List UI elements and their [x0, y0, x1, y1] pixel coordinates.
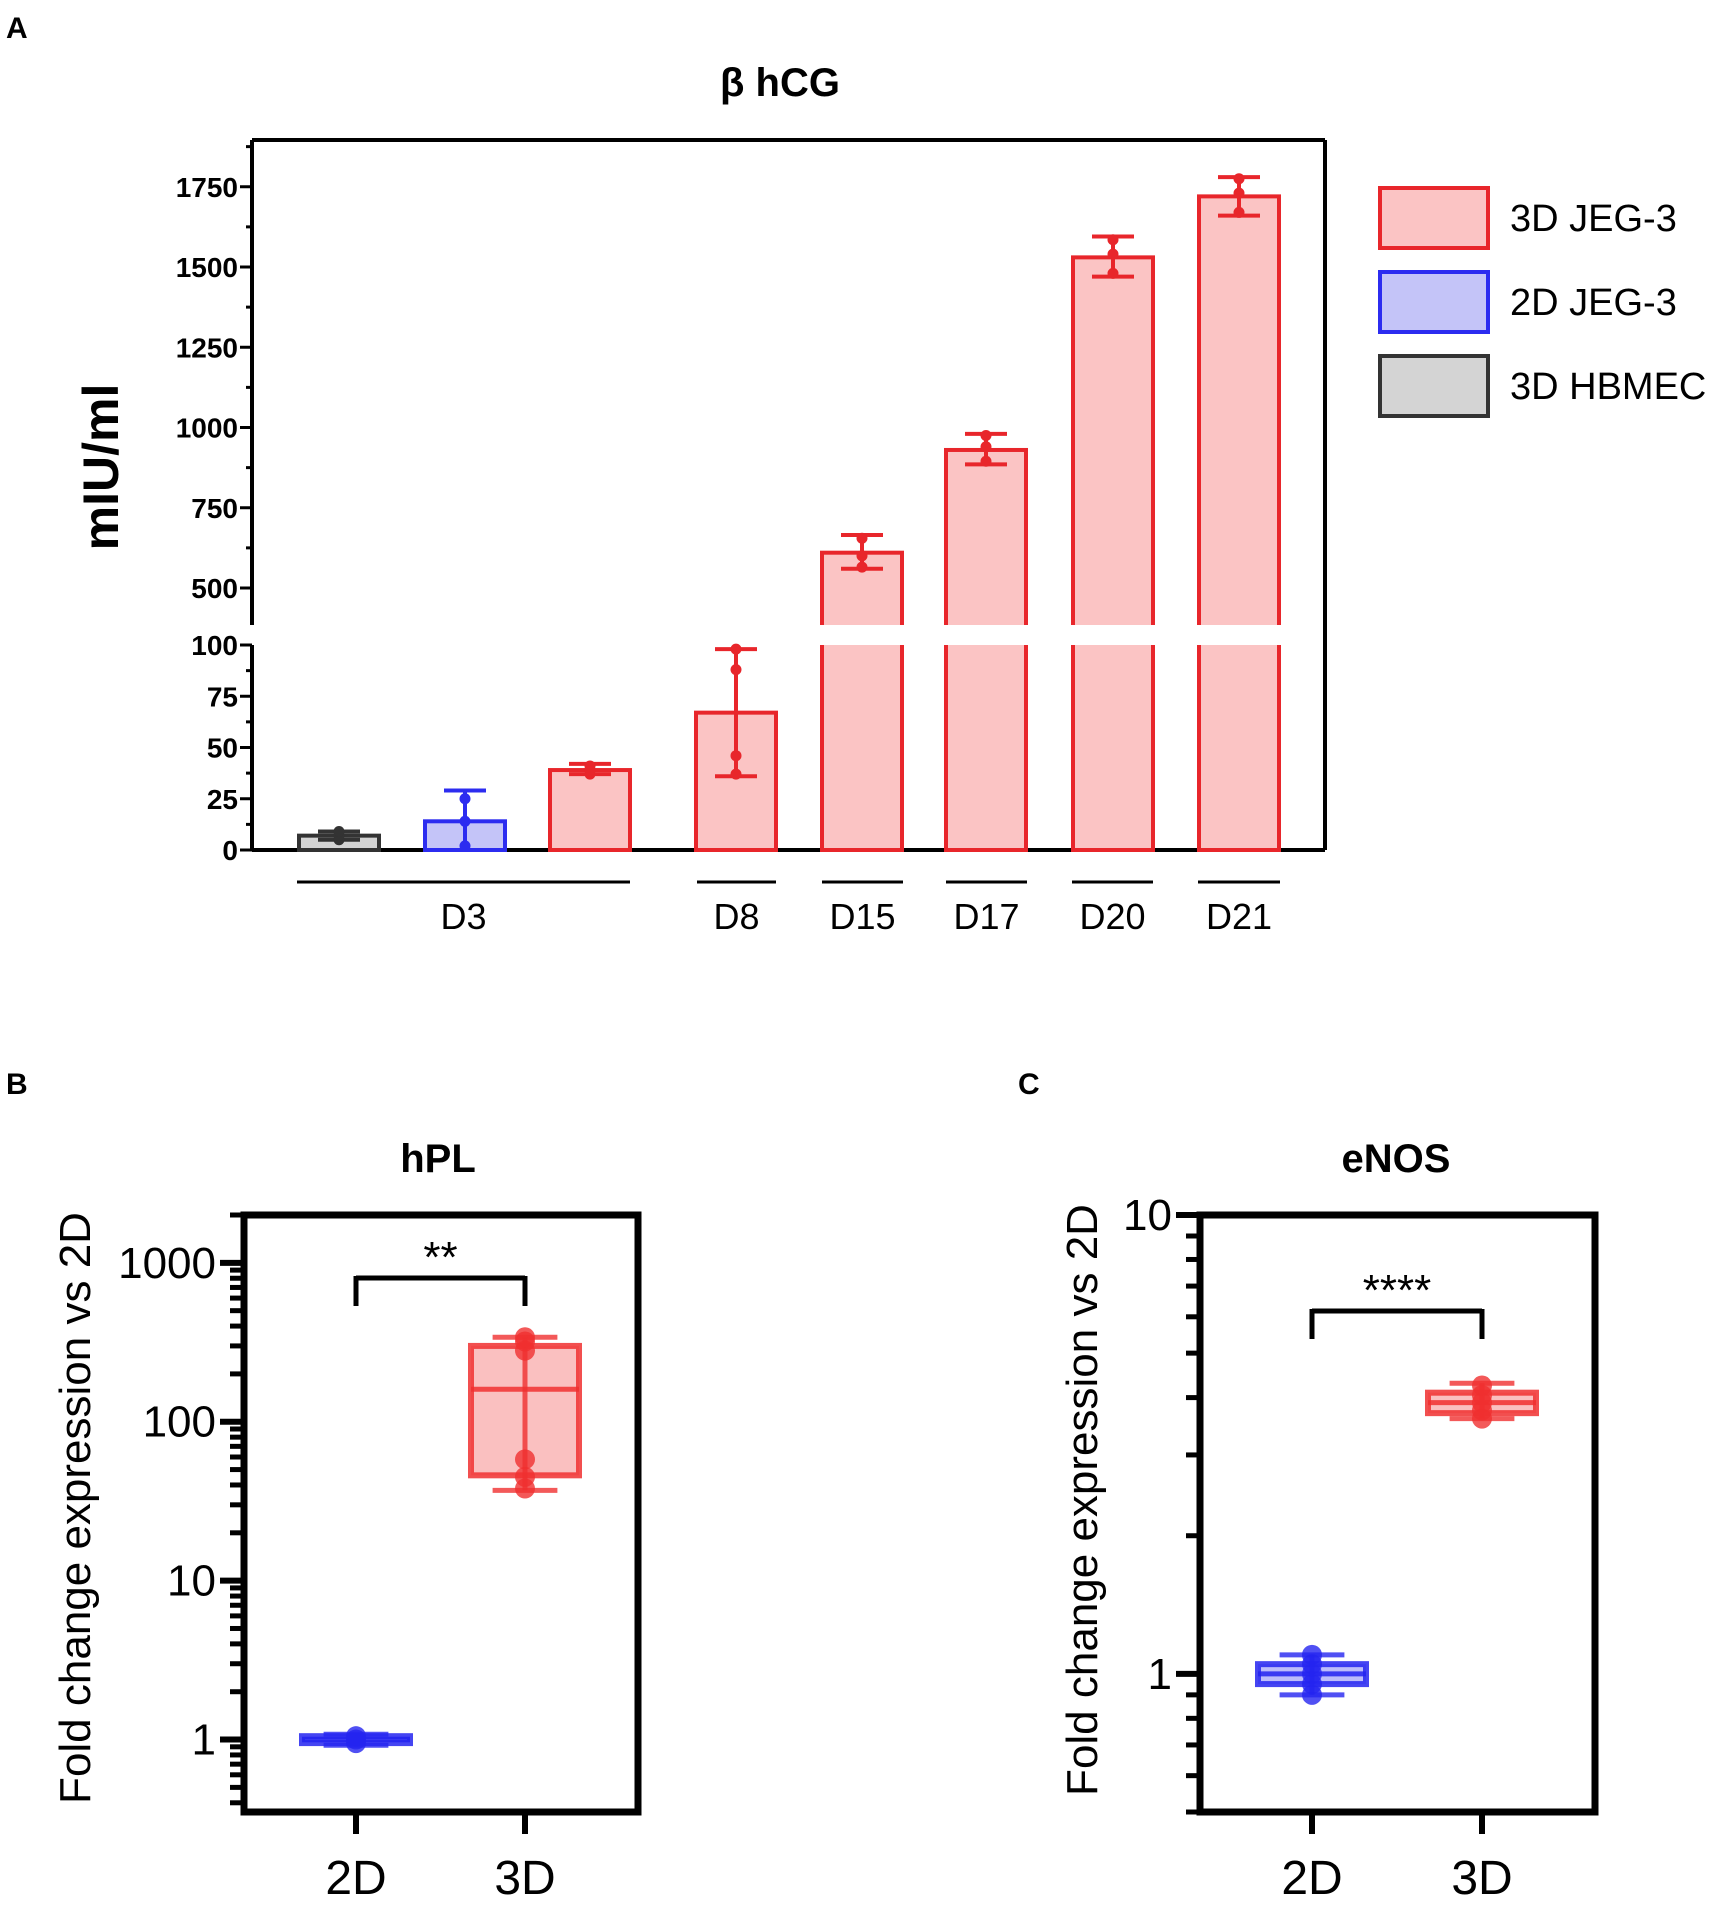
x-tick-label: 2D: [325, 1852, 386, 1905]
chart-a-data-point: [730, 643, 742, 655]
chart-a-title: β hCG: [720, 61, 840, 105]
chart-a-y-tick-label: 1500: [176, 252, 238, 283]
chart-a-data-point: [730, 768, 742, 780]
chart-a-data-point: [584, 760, 596, 772]
chart-a-data-point: [1233, 173, 1245, 185]
chart-a-x-group-label: D21: [1206, 896, 1272, 937]
chart-b-ylabel: Fold change expression vs 2D: [51, 1212, 100, 1804]
chart-a-data-point: [856, 532, 868, 544]
chart-a-y-tick-label: 0: [222, 835, 238, 866]
chart-a-bar: [944, 447, 1028, 852]
y-tick-label: 1000: [118, 1239, 216, 1288]
chart-a-data-point: [459, 815, 471, 827]
chart-a-x-group-label: D15: [829, 896, 895, 937]
chart-a-legend-label: 2D JEG-3: [1510, 282, 1677, 324]
significance-label: ****: [1363, 1266, 1432, 1315]
panel-b-chart: hPL Fold change expression vs 2D 1101001…: [51, 1137, 642, 1905]
chart-a-data-point: [856, 561, 868, 573]
chart-a-x-group-label: D17: [953, 896, 1019, 937]
chart-a-bar: [1071, 255, 1155, 852]
chart-a-legend-swatch: [1378, 270, 1490, 334]
chart-a-data-point: [730, 750, 742, 762]
chart-a-data-point: [1233, 206, 1245, 218]
chart-a-y-tick-label: 75: [207, 681, 238, 712]
chart-a-legend-swatch: [1378, 354, 1490, 418]
panel-label-b: B: [6, 1068, 28, 1101]
y-tick-label: 1: [1148, 1650, 1172, 1699]
chart-a-legend-label: 3D JEG-3: [1510, 198, 1677, 240]
panel-c-chart: eNOS Fold change expression vs 2D 1 10 2D 3…: [1058, 1137, 1599, 1905]
chart-a-y-tick-label: 1750: [176, 172, 238, 203]
x-tick-label: 3D: [494, 1852, 555, 1905]
y-tick-label: 10: [167, 1557, 216, 1606]
chart-a-data-point: [730, 664, 742, 676]
y-tick-label: 10: [1123, 1191, 1172, 1240]
chart-c-plot-area: 1 10 2D 3D ****: [1123, 1191, 1599, 1905]
box-data-point: [346, 1726, 366, 1747]
chart-a-data-point: [980, 441, 992, 453]
box-data-point: [515, 1449, 535, 1470]
chart-a-plot-area: 0 25 50 75 100 500 750 1000 1250 1500 1750 D3 D8 D15 D…: [176, 138, 1327, 937]
chart-a-data-point: [333, 826, 345, 838]
chart-a-data-point: [459, 840, 471, 852]
chart-a-y-tick-label: 1000: [176, 413, 238, 444]
chart-a-legend-label: 3D HBMEC: [1510, 366, 1706, 408]
chart-a-ylabel: mIU/ml: [73, 384, 129, 551]
chart-a-x-group-label: D3: [440, 896, 486, 937]
chart-c-title: eNOS: [1342, 1137, 1451, 1181]
chart-a-y-tick-label: 25: [207, 784, 238, 815]
chart-a-data-point: [1107, 248, 1119, 260]
panel-label-a: A: [6, 12, 28, 45]
x-tick-label: 2D: [1281, 1852, 1342, 1905]
x-tick-label: 3D: [1451, 1852, 1512, 1905]
chart-frame: [240, 1211, 642, 1816]
panel-label-c: C: [1018, 1068, 1040, 1101]
box-data-point: [1302, 1644, 1322, 1665]
panel-a-chart: β hCG mIU/ml 0 25 50 75 100 500 750 1000 1250 150…: [73, 61, 1706, 937]
chart-a-data-point: [459, 793, 471, 805]
chart-frame: [1196, 1211, 1599, 1816]
chart-a-legend: 3D JEG-3 2D JEG-3 3D HBMEC: [1378, 186, 1706, 418]
chart-a-y-tick-label: 50: [207, 733, 238, 764]
chart-a-bar: [548, 768, 632, 852]
chart-b-plot-area: 1 10 100 1000 2D 3D **: [118, 1211, 642, 1905]
box-data-point: [1472, 1375, 1492, 1396]
chart-a-y-tick-label: 100: [191, 630, 238, 661]
chart-a-y-tick-label: 750: [191, 493, 238, 524]
chart-a-x-group-label: D8: [713, 896, 759, 937]
chart-a-y-tick-label: 1250: [176, 332, 238, 363]
chart-a-bar: [820, 550, 904, 852]
chart-a-data-point: [980, 455, 992, 467]
chart-a-data-point: [856, 550, 868, 562]
y-tick-label: 100: [143, 1398, 216, 1447]
chart-a-data-point: [1107, 267, 1119, 279]
chart-a-data-point: [1107, 234, 1119, 246]
y-tick-label: 1: [192, 1716, 216, 1765]
chart-c-ylabel: Fold change expression vs 2D: [1058, 1204, 1107, 1796]
chart-a-bar: [1197, 194, 1281, 852]
box-data-point: [515, 1327, 535, 1348]
chart-a-y-tick-label: 500: [191, 573, 238, 604]
chart-a-legend-swatch: [1378, 186, 1490, 250]
significance-label: **: [423, 1233, 457, 1282]
chart-a-axis-break: [255, 625, 1322, 645]
box-data-point: [515, 1466, 535, 1487]
chart-a-data-point: [1233, 187, 1245, 199]
chart-a-data-point: [980, 430, 992, 442]
chart-a-x-group-label: D20: [1079, 896, 1145, 937]
chart-b-title: hPL: [400, 1137, 476, 1181]
